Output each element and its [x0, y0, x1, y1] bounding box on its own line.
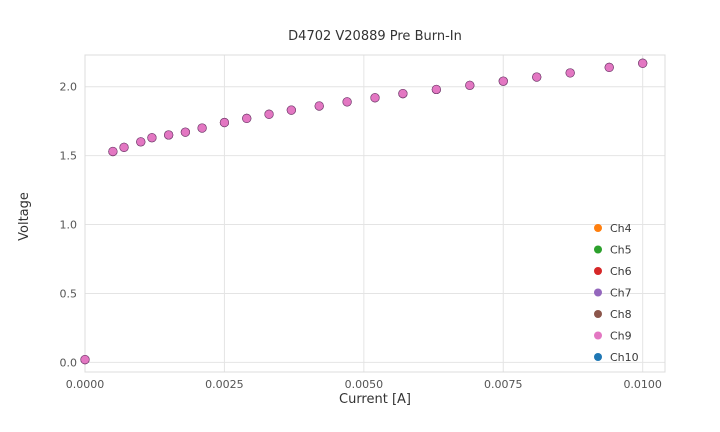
data-point — [108, 146, 118, 157]
data-point — [370, 93, 380, 103]
data-point — [532, 72, 542, 82]
legend-marker-ch4 — [594, 224, 602, 232]
tick-labels: 0.0000 0.0025 0.0050 0.0075 0.0100 0.0 0.5 1.0 1… — [60, 81, 662, 391]
legend-label-ch6: Ch6 — [610, 265, 632, 278]
scatter-points — [80, 58, 648, 365]
x-axis-label: Current [A] — [339, 392, 411, 407]
series-ch9 — [80, 58, 648, 365]
data-point — [342, 97, 352, 107]
legend-item-ch7: Ch7 — [594, 287, 632, 300]
data-point — [431, 84, 441, 95]
data-point — [219, 117, 230, 128]
data-point — [604, 62, 614, 73]
x-tick-label: 0.0100 — [623, 378, 662, 391]
legend-marker-ch5 — [594, 245, 602, 254]
legend-marker-ch8 — [594, 310, 602, 318]
legend-label-ch8: Ch8 — [610, 308, 632, 321]
legend-item-ch4: Ch4 — [594, 222, 632, 235]
data-point — [242, 113, 252, 124]
legend-label-ch7: Ch7 — [610, 287, 632, 300]
y-tick-label: 1.5 — [60, 150, 78, 163]
y-tick-label: 2.0 — [60, 81, 78, 94]
chart-title: D4702 V20889 Pre Burn-In — [288, 29, 462, 44]
legend-item-ch6: Ch6 — [594, 265, 632, 278]
data-point — [80, 354, 90, 365]
legend-label-ch10: Ch10 — [610, 351, 639, 364]
data-point — [565, 68, 575, 78]
legend-marker-ch10 — [594, 353, 602, 361]
data-point — [136, 137, 146, 147]
data-point — [147, 133, 157, 143]
y-axis-label: Voltage — [16, 191, 32, 241]
data-point — [264, 109, 274, 119]
legend-label-ch4: Ch4 — [610, 222, 632, 235]
legend-item-ch8: Ch8 — [594, 308, 632, 321]
data-point — [197, 123, 207, 133]
legend-marker-ch6 — [594, 267, 602, 275]
y-tick-label: 0.0 — [60, 356, 78, 369]
x-tick-label: 0.0025 — [205, 378, 244, 391]
legend-item-ch9: Ch9 — [594, 330, 632, 343]
legend: Ch4 Ch5 Ch6 Ch7 Ch8 Ch9 Ch10 — [594, 222, 639, 364]
y-tick-label: 0.5 — [60, 287, 78, 300]
data-point — [286, 105, 296, 115]
data-point — [465, 80, 475, 90]
data-point — [164, 130, 174, 140]
y-axis-label-wrap: Voltage — [14, 0, 34, 432]
data-point — [119, 142, 129, 152]
data-point — [398, 88, 408, 99]
legend-label-ch5: Ch5 — [610, 244, 632, 257]
y-tick-label: 1.0 — [60, 219, 78, 232]
data-point — [180, 127, 190, 137]
legend-label-ch9: Ch9 — [610, 330, 632, 343]
x-tick-label: 0.0000 — [66, 378, 105, 391]
data-point — [498, 76, 508, 86]
legend-item-ch5: Ch5 — [594, 244, 632, 257]
data-point — [638, 58, 648, 68]
legend-item-ch10: Ch10 — [594, 351, 639, 364]
x-tick-label: 0.0075 — [484, 378, 523, 391]
legend-marker-ch9 — [594, 331, 602, 340]
plot-border — [84, 54, 666, 373]
x-tick-label: 0.0050 — [345, 378, 384, 391]
data-point — [314, 101, 324, 111]
gridlines — [84, 55, 665, 372]
legend-marker-ch7 — [594, 288, 602, 297]
